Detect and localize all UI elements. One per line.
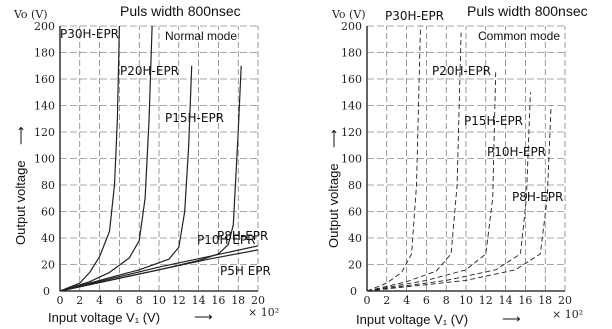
y-axis-arrow: ⟶ [326, 129, 341, 148]
y-tick-label: 100 [34, 153, 55, 166]
y-tick-label: 180 [341, 47, 362, 60]
series-line-p8h-epr [59, 245, 259, 292]
x-tick-label: 20 [251, 294, 265, 307]
series-label: P10H-EPR [487, 145, 546, 159]
x-multiplier: × 10² [248, 306, 279, 319]
series-line-p15h-epr [59, 65, 193, 292]
series-label: P30H-EPR [60, 27, 119, 41]
y-tick-label: 20 [348, 259, 362, 272]
series-label: P30H-EPR [385, 9, 444, 23]
y-tick-label: 40 [41, 232, 55, 245]
curves [59, 25, 259, 292]
common-mode-chart: Puls width 800nsec Vo (V) Common mode Ou… [326, 3, 588, 327]
y-tick-label: 160 [341, 73, 362, 86]
y-tick-label: 60 [41, 206, 55, 219]
mode-label: Common mode [478, 29, 560, 43]
chart-title: Puls width 800nsec [467, 3, 588, 19]
origin-label: 0 [350, 285, 357, 298]
normal-mode-chart: Puls width 800nsec Vo (V) Normal mode Ou… [13, 3, 279, 325]
y-axis-arrow: ⟶ [13, 126, 28, 145]
y-unit-label: Vo (V) [331, 8, 366, 21]
y-tick-label: 60 [348, 206, 362, 219]
x-multiplier: × 10² [552, 308, 583, 321]
x-tick-label: 14 [192, 294, 206, 307]
x-tick-label: 8 [136, 294, 143, 307]
y-axis-label: Output voltage [326, 163, 341, 248]
grid [59, 25, 259, 292]
x-tick-label: 12 [172, 294, 186, 307]
x-tick-label: 10 [459, 294, 473, 307]
series-label: P20H-EPR [120, 64, 179, 78]
x-tick-label: 4 [96, 294, 103, 307]
origin-label: 0 [43, 285, 50, 298]
y-tick-label: 160 [34, 73, 55, 86]
mode-label: Normal mode [165, 29, 237, 43]
x-tick-label: 4 [403, 294, 410, 307]
x-tick-label: 2 [76, 294, 83, 307]
y-tick-label: 140 [34, 100, 55, 113]
x-tick-label: 20 [558, 294, 572, 307]
series-line-p15h-epr [366, 72, 497, 292]
y-tick-label: 200 [34, 20, 55, 33]
x-tick-label: 16 [211, 294, 225, 307]
series-line-p10h-epr [59, 65, 242, 292]
x-tick-label: 18 [231, 294, 245, 307]
y-tick-label: 140 [341, 100, 362, 113]
y-tick-label: 180 [34, 47, 55, 60]
x-tick-label: 8 [443, 294, 450, 307]
series-label: P15H-EPR [464, 114, 523, 128]
series-line-p30h-epr [59, 25, 120, 292]
series-label: P8H-EPR [217, 229, 268, 243]
series-label: P8H-EPR [512, 190, 563, 204]
x-axis-label: Input voltage V₁ (V) [356, 312, 468, 327]
y-tick-label: 20 [41, 259, 55, 272]
series-line-p20h-epr [59, 25, 153, 292]
chart-title: Puls width 800nsec [120, 3, 241, 19]
series-label: P5H EPR [220, 264, 271, 278]
y-tick-label: 80 [41, 179, 55, 192]
x-tick-label: 16 [518, 294, 532, 307]
x-tick-label: 0 [57, 294, 64, 307]
y-tick-label: 80 [348, 179, 362, 192]
series-line-p20h-epr [366, 32, 462, 292]
curves [366, 25, 552, 292]
x-tick-label: 10 [152, 294, 166, 307]
y-tick-label: 200 [341, 20, 362, 33]
x-tick-label: 18 [538, 294, 552, 307]
series-label: P15H-EPR [165, 111, 224, 125]
x-tick-label: 6 [423, 294, 430, 307]
x-tick-label: 0 [364, 294, 371, 307]
series-labels: P30H-EPR P20H-EPR P15H-EPR P10H-EPR P8H-EPR [385, 9, 563, 204]
y-tick-label: 100 [341, 153, 362, 166]
series-line-p30h-epr [366, 25, 421, 292]
x-axis-arrow: ⟶ [194, 309, 213, 324]
y-tick-label: 40 [348, 232, 362, 245]
y-axis-label: Output voltage [13, 160, 28, 245]
series-line-p5h-epr [59, 249, 259, 292]
x-tick-label: 6 [116, 294, 123, 307]
y-tick-label: 120 [34, 126, 55, 139]
x-axis-label: Input voltage V₁ (V) [48, 310, 160, 325]
series-line-p8h-epr [366, 105, 552, 292]
y-tick-label: 120 [341, 126, 362, 139]
x-axis-arrow: ⟶ [502, 311, 521, 326]
x-tick-label: 2 [383, 294, 390, 307]
y-unit-label: Vo (V) [13, 8, 48, 21]
grid [366, 25, 566, 292]
tick-labels: 0 2 4 6 8 10 12 14 16 18 2020406080100120140160180… [341, 20, 572, 307]
series-line-p10h-epr [366, 92, 531, 292]
series-label: P10H EPR [197, 233, 256, 247]
series-label: P20H-EPR [432, 64, 491, 78]
tick-labels: 0 2 4 6 8 10 12 14 16 18 2020406080100120140160180… [34, 20, 265, 307]
x-tick-label: 14 [499, 294, 513, 307]
x-tick-label: 12 [479, 294, 493, 307]
